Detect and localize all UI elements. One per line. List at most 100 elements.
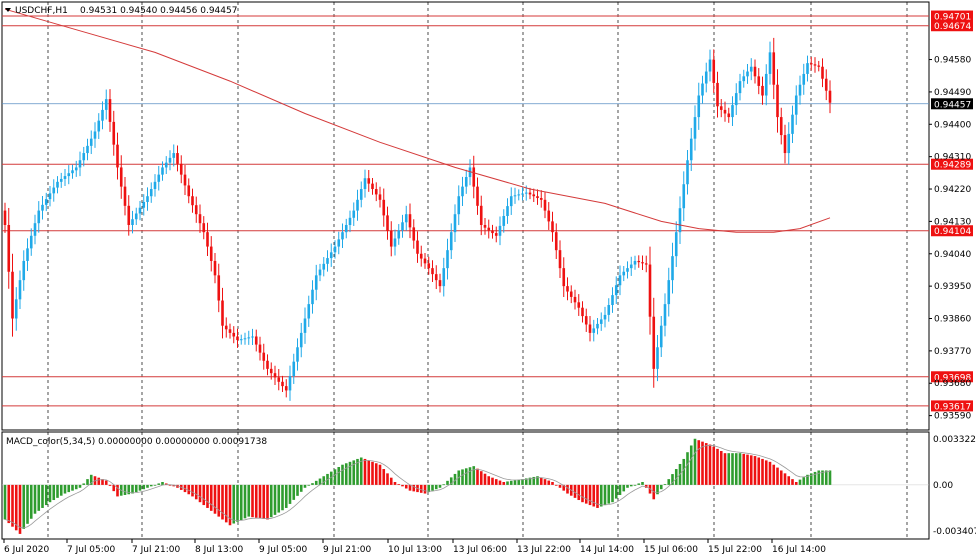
macd-bar xyxy=(446,480,449,485)
macd-bar xyxy=(453,473,457,485)
macd-bar xyxy=(168,484,172,486)
candle-body xyxy=(791,114,794,134)
macd-bar xyxy=(202,484,206,506)
macd-bar xyxy=(311,483,314,485)
macd-bar xyxy=(626,484,629,488)
macd-bar xyxy=(419,484,423,493)
candle-body xyxy=(524,192,528,194)
candle-body xyxy=(798,84,802,96)
macd-bar xyxy=(772,464,776,485)
candle-body xyxy=(262,352,266,361)
price-level-value: 0.93617 xyxy=(934,402,971,412)
candle-body xyxy=(806,63,809,74)
macd-bar xyxy=(704,443,708,485)
candle-body xyxy=(348,217,352,225)
macd-bar xyxy=(236,484,239,522)
candle-body xyxy=(303,318,307,333)
candle-body xyxy=(254,336,258,345)
macd-pane[interactable] xyxy=(1,431,930,540)
candle-body xyxy=(686,160,689,185)
macd-label: MACD_color(5,34,5) 0.00000000 0.00000000… xyxy=(6,437,267,447)
macd-bar xyxy=(104,480,108,485)
macd-bar xyxy=(157,483,161,485)
macd-bar xyxy=(637,483,641,485)
candle-body xyxy=(243,338,247,340)
candle-body xyxy=(794,95,798,115)
candle-body xyxy=(614,285,618,296)
macd-bar xyxy=(821,470,824,485)
candle-body xyxy=(149,189,153,197)
candle-body xyxy=(577,302,581,308)
macd-bar xyxy=(798,479,802,485)
macd-bar xyxy=(824,470,828,485)
macd-bar xyxy=(164,483,168,485)
candle-body xyxy=(29,235,33,249)
time-axis: 6 Jul 2020 7 Jul 05:00 7 Jul 21:00 8 Jul 13… xyxy=(3,539,826,555)
candle-body xyxy=(59,178,63,182)
macd-bar xyxy=(67,484,71,493)
macd-bar xyxy=(239,484,243,521)
candle-body xyxy=(341,232,344,240)
dropdown-triangle-icon[interactable] xyxy=(5,8,11,12)
macd-bar xyxy=(288,484,292,504)
macd-bar xyxy=(29,484,33,519)
macd-bar xyxy=(382,469,386,485)
macd-bar xyxy=(603,484,607,506)
price-tick-label: 0.94400 xyxy=(934,120,971,130)
candle-body xyxy=(719,106,723,110)
candle-body xyxy=(374,189,378,195)
candle-body xyxy=(787,133,791,154)
macd-signal-line xyxy=(4,444,831,529)
macd-bar xyxy=(828,470,832,485)
macd-bar xyxy=(277,484,281,513)
macd-bar xyxy=(611,484,614,503)
macd-bar xyxy=(112,484,116,492)
macd-bar xyxy=(674,469,678,485)
candle-body xyxy=(18,280,22,300)
macd-axis-mid: 0.00 xyxy=(933,481,953,491)
candle-body xyxy=(498,225,502,236)
candle-body xyxy=(536,196,539,199)
macd-bar xyxy=(768,461,772,485)
candle-body xyxy=(494,233,498,236)
time-tick-label: 7 Jul 21:00 xyxy=(132,545,181,555)
candle-body xyxy=(397,230,401,239)
macd-bar xyxy=(153,484,157,486)
candle-body xyxy=(179,163,183,175)
macd-bar xyxy=(551,482,554,485)
macd-bar xyxy=(783,473,787,485)
candle-body xyxy=(742,76,746,82)
macd-bar xyxy=(22,484,26,529)
macd-bar xyxy=(341,464,344,485)
macd-bar xyxy=(378,464,382,485)
macd-bar xyxy=(299,484,303,492)
price-pane[interactable] xyxy=(1,1,930,431)
candle-body xyxy=(221,300,224,326)
candle-body xyxy=(404,214,408,223)
candle-body xyxy=(678,208,682,233)
macd-bar xyxy=(558,484,562,488)
candle-body xyxy=(311,289,314,305)
macd-bar xyxy=(596,484,599,508)
price-tick-label: 0.94490 xyxy=(934,88,971,98)
macd-bar xyxy=(629,484,633,487)
macd-bar xyxy=(543,479,547,485)
macd-bar xyxy=(86,479,89,485)
candle-body xyxy=(532,194,536,197)
macd-bar xyxy=(281,484,284,511)
candle-body xyxy=(104,99,108,110)
time-tick-label: 10 Jul 13:00 xyxy=(388,545,442,555)
candle-body xyxy=(704,71,708,84)
candle-body xyxy=(232,332,236,337)
price-tick-label: 0.93860 xyxy=(934,315,971,325)
current-price-value: 0.94457 xyxy=(934,100,971,110)
macd-bar xyxy=(562,484,566,491)
macd-bar xyxy=(198,484,202,503)
macd-bar xyxy=(731,453,734,485)
macd-bar xyxy=(194,484,198,500)
candle-body xyxy=(468,167,472,178)
candle-body xyxy=(172,153,176,158)
macd-bar xyxy=(461,469,464,485)
